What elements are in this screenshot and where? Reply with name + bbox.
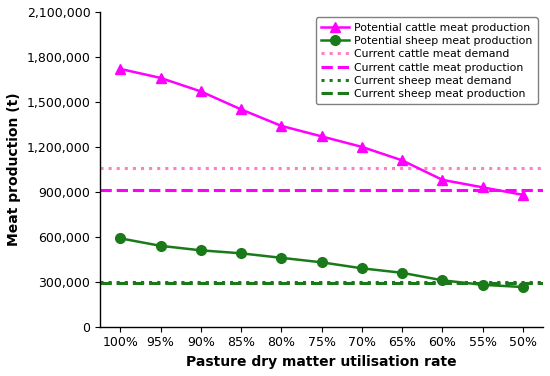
Potential sheep meat production bbox=[480, 282, 486, 287]
Potential sheep meat production bbox=[439, 278, 446, 282]
Potential sheep meat production bbox=[157, 244, 164, 248]
Potential cattle meat production bbox=[480, 185, 486, 190]
Potential sheep meat production bbox=[399, 271, 405, 275]
Current cattle meat production bbox=[117, 188, 124, 193]
Potential cattle meat production bbox=[238, 107, 244, 112]
Current sheep meat production bbox=[157, 281, 164, 285]
Potential cattle meat production bbox=[359, 145, 365, 149]
Potential sheep meat production bbox=[238, 251, 244, 256]
Potential cattle meat production bbox=[157, 76, 164, 80]
Legend: Potential cattle meat production, Potential sheep meat production, Current cattl: Potential cattle meat production, Potent… bbox=[316, 17, 538, 105]
Current cattle meat demand bbox=[157, 165, 164, 170]
Current cattle meat production bbox=[157, 188, 164, 193]
Potential sheep meat production bbox=[359, 266, 365, 271]
Potential cattle meat production bbox=[318, 134, 325, 139]
Potential cattle meat production bbox=[197, 89, 204, 94]
Current sheep meat production bbox=[117, 281, 124, 285]
Line: Potential cattle meat production: Potential cattle meat production bbox=[116, 64, 528, 200]
Line: Potential sheep meat production: Potential sheep meat production bbox=[116, 233, 528, 292]
Potential cattle meat production bbox=[117, 67, 124, 71]
Current sheep meat demand bbox=[157, 279, 164, 284]
Potential cattle meat production bbox=[439, 177, 446, 182]
Potential sheep meat production bbox=[197, 248, 204, 253]
Potential sheep meat production bbox=[278, 256, 284, 260]
X-axis label: Pasture dry matter utilisation rate: Pasture dry matter utilisation rate bbox=[186, 355, 457, 369]
Y-axis label: Meat production (t): Meat production (t) bbox=[7, 92, 21, 246]
Current cattle meat demand bbox=[117, 165, 124, 170]
Potential sheep meat production bbox=[520, 285, 526, 289]
Potential cattle meat production bbox=[520, 193, 526, 197]
Potential cattle meat production bbox=[399, 158, 405, 163]
Current sheep meat demand bbox=[117, 279, 124, 284]
Potential sheep meat production bbox=[318, 260, 325, 265]
Potential sheep meat production bbox=[117, 236, 124, 241]
Potential cattle meat production bbox=[278, 124, 284, 128]
